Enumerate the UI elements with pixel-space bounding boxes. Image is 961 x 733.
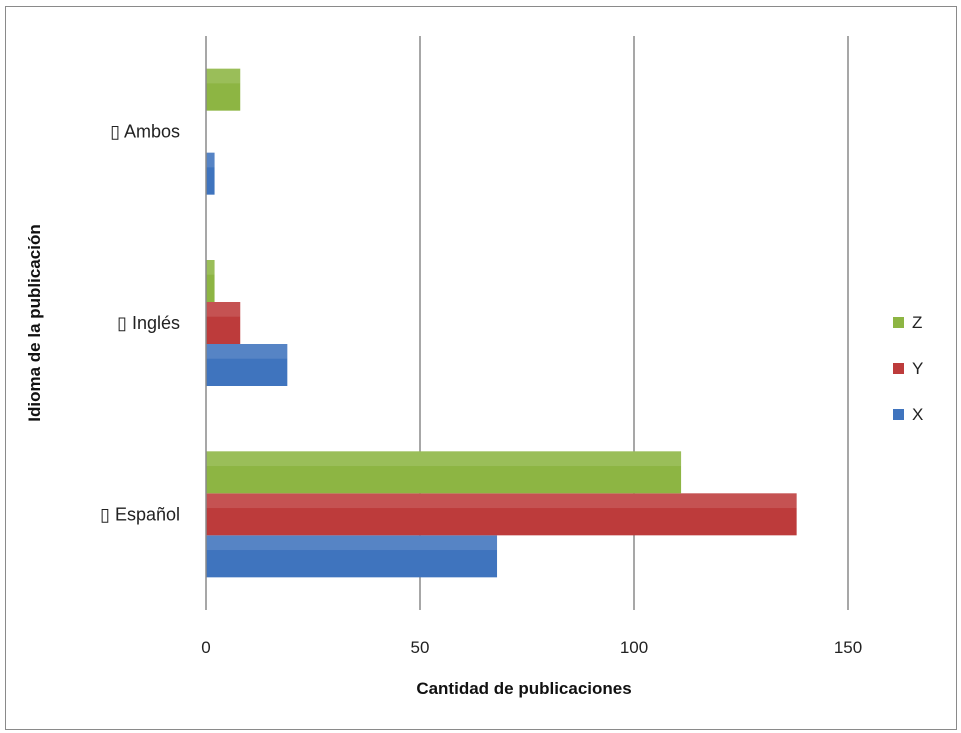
x-axis-title: Cantidad de publicaciones	[416, 679, 631, 698]
bar-z-0	[206, 451, 682, 494]
legend-swatch-z	[893, 317, 904, 328]
x-tick-labels: 0 50 100 150	[201, 638, 862, 657]
bar-highlight	[206, 493, 797, 509]
x-tick-label: 100	[620, 638, 648, 657]
legend: Z Y X	[893, 313, 923, 424]
x-tick-label: 50	[411, 638, 430, 657]
bar-highlight	[206, 68, 241, 84]
bar-highlight	[206, 344, 288, 359]
x-tick-label: 150	[834, 638, 862, 657]
legend-swatch-x	[893, 409, 904, 420]
chart-frame	[5, 6, 957, 730]
bar-y-0	[206, 493, 797, 536]
bar-z-2	[206, 68, 241, 111]
category-label: ▯ Ambos	[110, 122, 180, 142]
legend-label-z: Z	[912, 313, 922, 332]
bar-highlight	[206, 302, 241, 317]
legend-label-y: Y	[912, 359, 923, 378]
y-axis-title: Idioma de la publicación	[25, 224, 44, 421]
bar-highlight	[206, 152, 215, 168]
category-labels: ▯ Español ▯ Inglés ▯ Ambos	[100, 122, 180, 525]
bar-x-1	[206, 344, 288, 386]
category-label: ▯ Español	[100, 504, 180, 524]
bar-z-1	[206, 260, 215, 302]
x-tick-label: 0	[201, 638, 210, 657]
bar-highlight	[206, 260, 215, 275]
bar-y-1	[206, 302, 241, 344]
bar-highlight	[206, 451, 682, 467]
legend-label-x: X	[912, 405, 923, 424]
legend-swatch-y	[893, 363, 904, 374]
category-label: ▯ Inglés	[117, 313, 180, 333]
bar-x-2	[206, 152, 215, 195]
bar-highlight	[206, 535, 498, 551]
bar-x-0	[206, 535, 498, 578]
bars	[206, 68, 797, 578]
